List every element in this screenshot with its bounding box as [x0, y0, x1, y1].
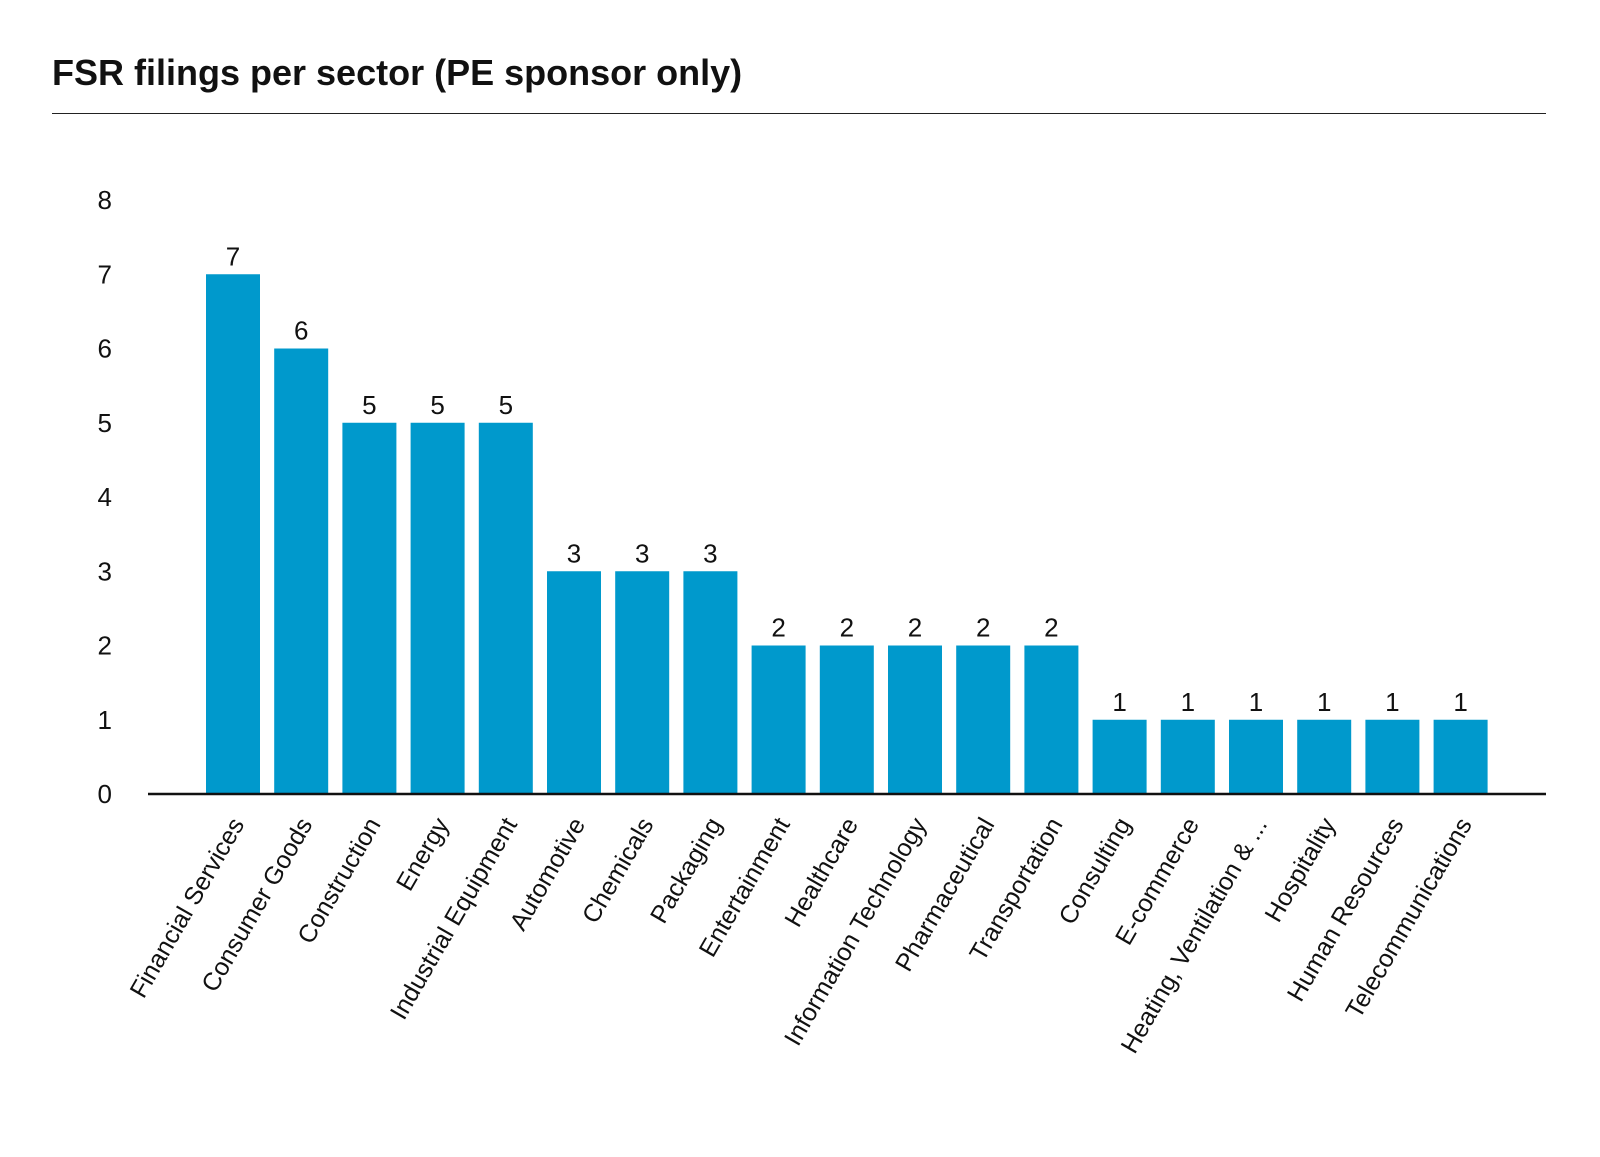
x-tick-label-energy: Energy [391, 813, 455, 896]
title-divider [52, 113, 1546, 114]
bar-telecommunications [1433, 719, 1488, 794]
data-label-telecommunications: 1 [1453, 687, 1467, 717]
data-label-transportation: 2 [1044, 613, 1058, 643]
data-label-healthcare: 2 [840, 613, 854, 643]
data-label-human-resources: 1 [1385, 687, 1399, 717]
x-tick-label-industrial-equipment: Industrial Equipment [385, 813, 523, 1024]
bar-energy [410, 422, 465, 794]
data-label-automotive: 3 [567, 538, 581, 568]
bar-human-resources [1365, 719, 1420, 794]
chart-title: FSR filings per sector (PE sponsor only) [52, 52, 743, 93]
bar-construction [342, 422, 397, 794]
bar-industrial-equipment [478, 422, 533, 794]
bar-hospitality [1297, 719, 1352, 794]
y-tick-label-3: 3 [98, 556, 112, 586]
bar-pharmaceutical [956, 645, 1011, 794]
y-tick-label-4: 4 [98, 482, 112, 512]
bars [206, 274, 1488, 794]
data-label-hospitality: 1 [1317, 687, 1331, 717]
data-label-heating-ventilation: 1 [1249, 687, 1263, 717]
x-tick-label-telecommunications: Telecommunications [1340, 813, 1477, 1023]
y-axis-tick-labels: 0 1 2 3 4 5 6 7 8 [98, 185, 112, 809]
data-label-e-commerce: 1 [1181, 687, 1195, 717]
y-tick-label-2: 2 [98, 631, 112, 661]
y-tick-label-8: 8 [98, 185, 112, 215]
bar-heating-ventilation [1229, 719, 1283, 794]
data-label-energy: 5 [430, 390, 444, 420]
bar-entertainment [751, 645, 806, 794]
y-tick-label-1: 1 [98, 705, 112, 735]
bar-healthcare [819, 645, 874, 794]
bar-transportation [1024, 645, 1079, 794]
data-label-industrial-equipment: 5 [499, 390, 513, 420]
bar-chemicals [615, 571, 670, 794]
bar-consumer-goods [274, 348, 329, 794]
data-label-packaging: 3 [703, 538, 717, 568]
y-tick-label-0: 0 [98, 779, 112, 809]
data-label-information-technology: 2 [908, 613, 922, 643]
data-label-consumer-goods: 6 [294, 316, 308, 346]
data-label-consulting: 1 [1112, 687, 1126, 717]
data-label-pharmaceutical: 2 [976, 613, 990, 643]
y-tick-label-6: 6 [98, 334, 112, 364]
bar-automotive [547, 571, 601, 794]
data-label-financial-services: 7 [226, 241, 240, 271]
bar-information-technology [888, 645, 942, 794]
bar-packaging [683, 571, 738, 794]
data-label-entertainment: 2 [771, 613, 785, 643]
y-tick-label-5: 5 [98, 408, 112, 438]
bar-consulting [1092, 719, 1147, 794]
data-labels: 7 6 5 5 5 3 3 3 2 2 2 2 2 1 1 1 1 1 1 [226, 241, 1468, 717]
y-tick-label-7: 7 [98, 259, 112, 289]
data-label-construction: 5 [362, 390, 376, 420]
bar-e-commerce [1160, 719, 1215, 794]
bar-financial-services [206, 274, 260, 794]
data-label-chemicals: 3 [635, 538, 649, 568]
